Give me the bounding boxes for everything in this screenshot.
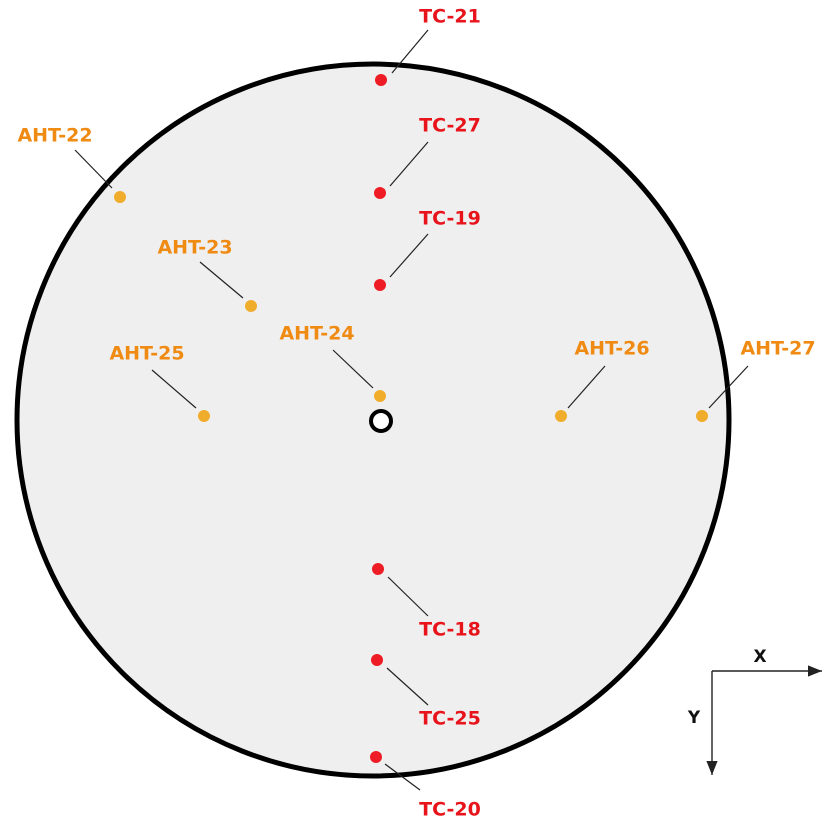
leader-line	[708, 365, 749, 409]
points: TC-21 TC-27 TC-19 AHT-22 AHT-23 AHT-24 AHT-25 A…	[17, 6, 815, 821]
sensor-label: AHT-27	[740, 338, 815, 360]
leader-line	[332, 349, 374, 389]
leader-line	[199, 261, 244, 299]
sensor-point	[245, 300, 257, 312]
sensor-label: AHT-24	[279, 323, 354, 345]
center-marker	[369, 409, 393, 433]
leader-line	[389, 233, 429, 278]
sensor-label: AHT-25	[109, 343, 184, 365]
x-axis-label: X	[753, 647, 766, 667]
leader-line	[387, 576, 429, 617]
sensor-label: TC-25	[419, 708, 481, 730]
sensor-label: TC-19	[419, 208, 481, 230]
sensor-point	[555, 410, 567, 422]
leader-line	[386, 667, 429, 706]
leader-line	[567, 365, 606, 409]
sensor-label: TC-21	[419, 6, 481, 28]
sensor-point	[374, 187, 386, 199]
sensor-point	[114, 191, 126, 203]
leader-line	[384, 763, 421, 791]
leader-line	[389, 141, 429, 187]
leader-line	[74, 149, 113, 189]
sensor-label: AHT-23	[157, 237, 232, 259]
sensor-label: AHT-22	[17, 125, 92, 147]
sensor-point	[374, 279, 386, 291]
sensor-point	[375, 74, 387, 86]
sensor-label: TC-20	[419, 799, 481, 821]
sensor-point	[374, 390, 386, 402]
sensor-label: TC-27	[419, 115, 481, 137]
leader-line	[151, 369, 197, 409]
leader-line	[391, 29, 429, 74]
sensor-label: TC-18	[419, 619, 481, 641]
y-axis-label: Y	[687, 708, 701, 728]
sensor-point	[371, 654, 383, 666]
sensor-point	[696, 410, 708, 422]
sensor-label: AHT-26	[574, 338, 649, 360]
sensor-point	[370, 751, 382, 763]
sensor-point	[372, 563, 384, 575]
sensor-point	[198, 410, 210, 422]
